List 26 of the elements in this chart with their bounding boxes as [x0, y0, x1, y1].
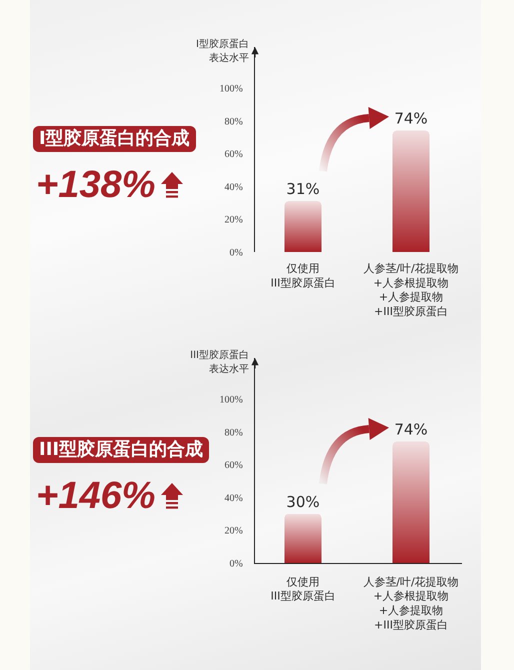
y-tick-label: 60%	[224, 149, 243, 160]
y-tick-label: 40%	[224, 492, 243, 504]
data-label: 31%	[286, 180, 320, 198]
y-tick-label: 0%	[229, 558, 243, 570]
data-label: 30%	[286, 492, 320, 511]
y-tick-label: 40%	[224, 182, 243, 193]
text: I型胶原蛋白的合成	[33, 126, 196, 152]
text: +146%	[36, 475, 156, 517]
x-tick-label: 人参茎/叶/花提取物 +人参根提取物 +人参提取物 +III型胶原蛋白	[363, 575, 459, 632]
y-axis-title: I型胶原蛋白表达水平	[195, 38, 249, 66]
data-label: 74%	[394, 110, 428, 128]
x-tick-label: 人参茎/叶/花提取物 +人参根提取物 +人参提取物 +III型胶原蛋白	[363, 262, 459, 318]
data-label: 74%	[394, 420, 428, 439]
text: III型胶原蛋白的合成	[33, 437, 210, 463]
y-tick-label: 80%	[224, 427, 243, 438]
y-axis-title: III型胶原蛋白表达水平	[189, 349, 249, 377]
y-tick-label: 100%	[219, 84, 243, 94]
x-tick-label: 仅使用 III型胶原蛋白	[270, 575, 336, 603]
y-tick-label: 60%	[224, 460, 243, 472]
y-tick-label: 20%	[224, 214, 243, 226]
text: +138%	[36, 164, 156, 206]
y-tick-label: 20%	[224, 526, 243, 537]
x-tick-label: 仅使用 III型胶原蛋白	[270, 262, 336, 290]
y-tick-label: 100%	[219, 394, 243, 406]
y-tick-label: 80%	[224, 116, 243, 128]
y-tick-label: 0%	[229, 248, 243, 258]
